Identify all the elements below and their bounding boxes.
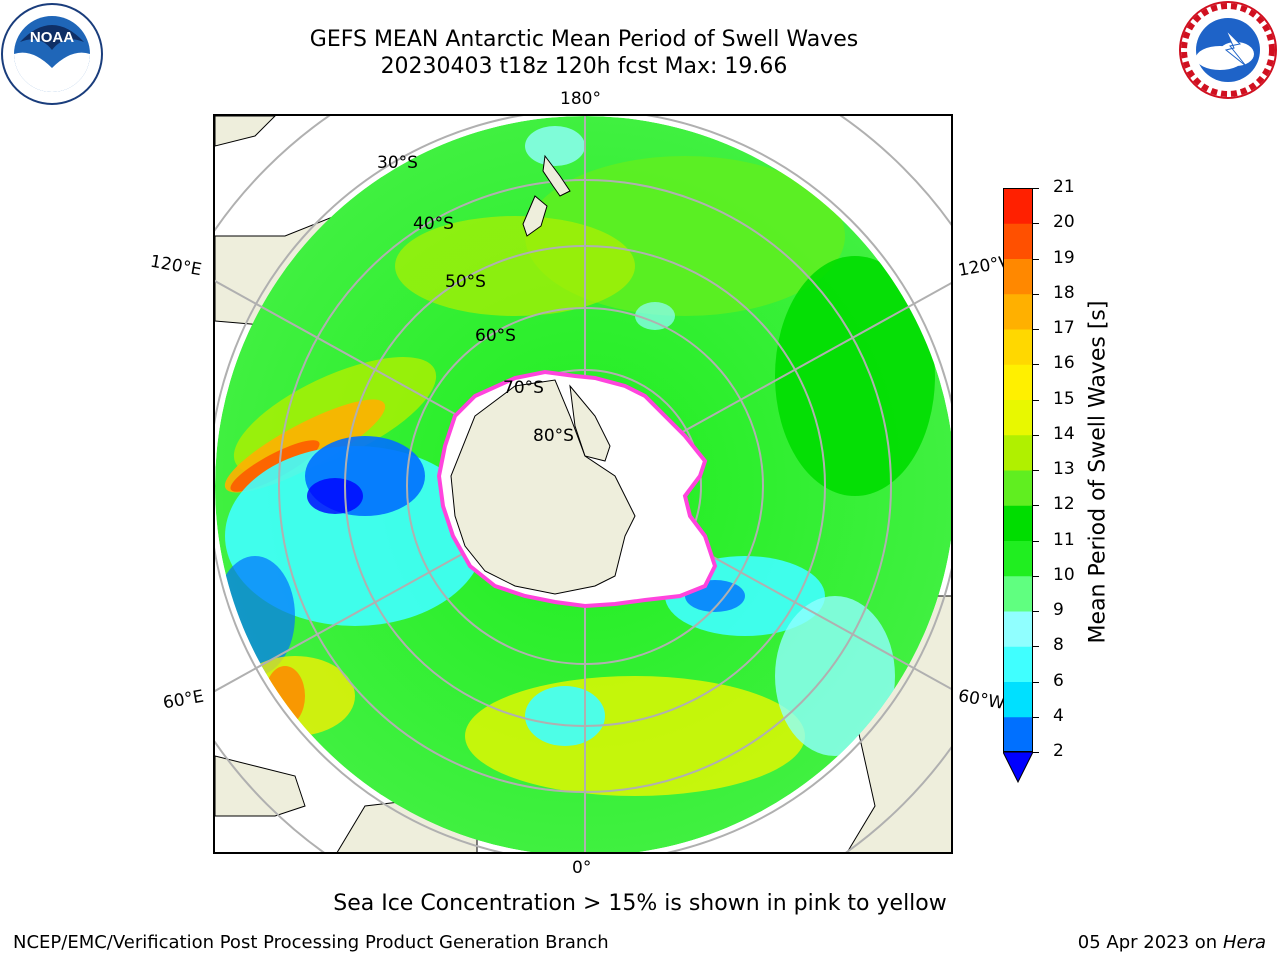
lat-label-40s: 40°S [413,214,454,234]
lon-label-180: 180° [560,89,601,109]
colorbar-segment [1003,470,1033,506]
colorbar-tick-label: 18 [1053,282,1075,303]
lat-label-60s: 60°S [475,326,516,346]
colorbar-tick-mark [1033,752,1039,753]
lon-label-60e: 60°E [161,686,206,714]
polar-map: 30°S 40°S 50°S 60°S 70°S 80°S [213,114,953,854]
lon-label-120e: 120°E [148,251,204,281]
colorbar-tick-label: 8 [1053,635,1064,656]
colorbar-tick-mark [1033,716,1039,718]
lat-label-30s: 30°S [377,153,418,173]
colorbar-segment [1003,188,1033,224]
colorbar-tick-mark [1033,540,1039,542]
colorbar-tick-mark [1033,611,1039,612]
footer-credit: NCEP/EMC/Verification Post Processing Pr… [13,932,609,953]
footer-host: Hera [1222,932,1266,953]
colorbar-segment [1003,223,1033,259]
colorbar-tick-label: 9 [1053,600,1064,620]
lat-label-50s: 50°S [445,272,486,292]
colorbar [1003,188,1033,784]
colorbar-tick-label: 17 [1053,318,1075,338]
lat-label-70s: 70°S [503,378,544,398]
colorbar-tick-mark [1033,364,1039,366]
title-line-1: GEFS MEAN Antarctic Mean Period of Swell… [309,27,859,52]
colorbar-tick-mark [1033,258,1039,260]
colorbar-segment [1003,505,1033,541]
colorbar-segment [1003,258,1033,295]
colorbar-segment [1003,646,1033,682]
colorbar-segment [1003,364,1033,400]
colorbar-tick-label: 14 [1053,423,1075,444]
colorbar-tick-label: 2 [1053,741,1064,761]
colorbar-tick-mark [1033,470,1039,471]
colorbar-segment [1003,575,1033,612]
colorbar-segment [1003,716,1033,753]
colorbar-tick-label: 21 [1053,177,1075,197]
colorbar-segment [1003,329,1033,365]
colorbar-tick-mark [1033,434,1039,436]
sea-ice-note: Sea Ice Concentration > 15% is shown in … [333,891,947,916]
colorbar-segment [1003,540,1033,577]
colorbar-tick-label: 6 [1053,670,1064,691]
noaa-logo: NOAA [1,3,103,105]
noaa-logo-text: NOAA [30,29,74,46]
colorbar-tick-mark [1033,293,1039,295]
colorbar-tick-label: 16 [1053,353,1075,374]
colorbar-tick-label: 10 [1053,564,1075,585]
lon-label-60w: 60°W [956,686,1007,714]
colorbar-segment [1003,681,1033,718]
colorbar-tick-mark [1033,575,1039,577]
lon-label-0: 0° [572,858,592,878]
lat-label-80s: 80°S [533,426,574,446]
colorbar-segment [1003,399,1033,436]
colorbar-tick-mark [1033,399,1039,401]
nws-logo [1179,1,1277,99]
colorbar-outline [1003,188,1033,752]
colorbar-label: Mean Period of Swell Waves [s] [1085,300,1111,644]
antarctica [436,369,718,609]
colorbar-segment [1003,611,1033,647]
new-zealand [522,154,571,237]
colorbar-segment [1003,434,1033,471]
colorbar-tick-mark [1033,646,1039,648]
colorbar-tick-mark [1033,681,1039,683]
colorbar-tick-label: 11 [1053,529,1075,550]
colorbar-tick-mark [1033,505,1039,507]
footer-date: 05 Apr 2023 on Hera [1078,932,1266,953]
colorbar-extend-arrow [1003,751,1033,784]
colorbar-tick-label: 13 [1053,459,1075,479]
title-line-2: 20230403 t18z 120h fcst Max: 19.66 [380,54,788,79]
colorbar-tick-mark [1033,188,1039,189]
colorbar-tick-label: 20 [1053,212,1075,233]
colorbar-tick-mark [1033,329,1039,330]
colorbar-tick-label: 12 [1053,494,1075,515]
footer-date-text: 05 Apr 2023 on [1077,932,1223,953]
colorbar-tick-label: 19 [1053,247,1075,268]
colorbar-tick-label: 15 [1053,388,1075,409]
colorbar-segment [1003,293,1033,330]
colorbar-tick-label: 4 [1053,705,1064,726]
colorbar-tick-mark [1033,223,1039,225]
